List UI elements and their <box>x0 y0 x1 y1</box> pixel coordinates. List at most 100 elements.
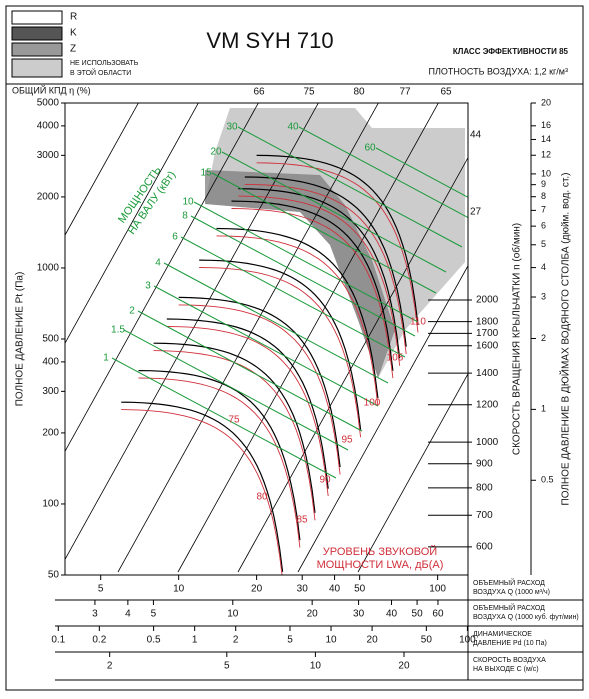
rpm-tick-label: 600 <box>476 541 493 552</box>
fan-curve <box>256 154 419 326</box>
noise-curve <box>178 304 341 475</box>
noise-curve <box>256 162 419 333</box>
x-axis-label: ДАВЛЕНИЕ Pd (10 Па) <box>473 640 547 647</box>
power-line <box>193 201 419 323</box>
x-tick-label: 20 <box>307 609 319 620</box>
x-tick-label: 3 <box>92 609 98 620</box>
noise-curve <box>166 326 329 497</box>
inch-axis-label: ПОЛНОЕ ДАВЛЕНИЕ В ДЮЙМАХ ВОДЯНОГО СТОЛБА… <box>559 173 572 506</box>
x-axis-label: ВОЗДУХА Q (1000 м³/ч) <box>473 589 550 596</box>
system-line <box>237 156 468 573</box>
x-tick-label: 0.2 <box>92 635 106 646</box>
inch-tick-label: 12 <box>541 150 551 160</box>
outlet-mark: 27 <box>470 207 482 218</box>
noise-label: 80 <box>256 492 268 503</box>
inch-tick-label: 7 <box>541 205 546 215</box>
inch-tick-label: 14 <box>541 134 551 144</box>
system-line <box>65 103 139 236</box>
fan-curve <box>244 176 407 347</box>
x-tick-label: 20 <box>367 635 379 646</box>
noise-curve <box>121 409 283 575</box>
rpm-tick-label: 1700 <box>476 328 499 339</box>
inch-tick-label: 6 <box>541 221 546 231</box>
x-tick-label: 2 <box>233 635 239 646</box>
x-tick-label: 5 <box>287 635 293 646</box>
fan-curve <box>231 200 394 371</box>
legend-swatch <box>11 42 63 57</box>
y-tick-label: 1000 <box>37 263 60 274</box>
legend-swatch <box>11 26 63 41</box>
x-tick-label: 40 <box>329 584 341 595</box>
x-tick-label: 60 <box>432 609 444 620</box>
fan-curve <box>166 318 329 489</box>
rpm-tick-label: 1600 <box>476 340 499 351</box>
x-axis-label: ОБЪЕМНЫЙ РАСХОД <box>473 578 545 587</box>
system-line <box>117 103 379 573</box>
power-line <box>237 126 463 248</box>
inch-tick-label: 5 <box>541 239 546 249</box>
rpm-tick-label: 1400 <box>476 368 499 379</box>
inch-tick-label: 20 <box>541 97 551 107</box>
fan-curve <box>199 259 362 430</box>
noise-title: МОЩНОСТИ LWA, дБ(А) <box>317 559 444 571</box>
x-axis-label: ВОЗДУХА Q (1000 куб. фут/мин) <box>473 613 579 621</box>
x-axis-label: ДИНАМИЧЕСКОЕ <box>473 631 532 638</box>
inch-tick-label: 10 <box>541 168 551 178</box>
inch-tick-label: 0.5 <box>541 475 554 485</box>
noise-curve <box>231 208 394 379</box>
power-label: 1 <box>103 353 109 364</box>
x-axis-label: НА ВЫХОДЕ C (м/с) <box>473 666 539 673</box>
x-tick-label: 30 <box>353 609 365 620</box>
noise-curve <box>138 377 301 548</box>
x-axis-label: ОБЪЕМНЫЙ РАСХОД <box>473 603 545 612</box>
fan-curve <box>153 342 316 513</box>
power-label: 8 <box>182 211 188 222</box>
rpm-tick-label: 800 <box>476 483 493 494</box>
y-tick-label: 3000 <box>37 150 60 161</box>
noise-label: 75 <box>228 415 240 426</box>
x-tick-label: 20 <box>398 661 410 672</box>
x-tick-label: 2 <box>107 661 113 672</box>
x-tick-label: 10 <box>310 661 322 672</box>
noise-label: 105 <box>387 353 404 364</box>
x-tick-label: 50 <box>421 635 433 646</box>
x-tick-label: 20 <box>251 584 263 595</box>
legend-label: НЕ ИСПОЛЬЗОВАТЬ <box>70 60 139 67</box>
noise-title: УРОВЕНЬ ЗВУКОВОЙ <box>323 545 437 558</box>
y-tick-label: 300 <box>42 386 59 397</box>
noise-label: 110 <box>410 317 426 328</box>
x-tick-label: 30 <box>297 584 309 595</box>
x-tick-label: 100 <box>429 584 446 595</box>
y-tick-label: 4000 <box>37 121 60 132</box>
power-line <box>375 147 468 198</box>
legend-label: K <box>70 28 77 39</box>
system-line <box>65 103 319 561</box>
efficiency-label: 65 <box>440 87 452 98</box>
power-label: 60 <box>364 143 376 154</box>
inch-tick-label: 9 <box>541 179 546 189</box>
x-tick-label: 1 <box>192 635 198 646</box>
x-tick-label: 4 <box>125 609 131 620</box>
noise-curve <box>238 195 401 366</box>
inch-tick-label: 8 <box>541 191 546 201</box>
power-label: 30 <box>226 122 238 133</box>
power-label: 40 <box>287 122 299 133</box>
fan-curve <box>121 401 284 572</box>
x-tick-label: 10 <box>227 609 239 620</box>
outlet-mark: 44 <box>470 130 482 141</box>
noise-curve <box>244 183 407 355</box>
inch-tick-label: 2 <box>541 333 546 343</box>
power-label: 3 <box>145 281 151 292</box>
rpm-tick-label: 2000 <box>476 295 499 306</box>
x-tick-label: 10 <box>325 635 337 646</box>
system-line <box>357 373 468 573</box>
power-line <box>221 151 447 273</box>
x-tick-label: 5 <box>98 584 104 595</box>
rpm-tick-label: 1000 <box>476 437 499 448</box>
fan-curve <box>138 370 301 541</box>
power-label: 10 <box>182 197 194 208</box>
x-tick-label: 50 <box>354 584 366 595</box>
x-tick-label: 10 <box>173 584 185 595</box>
power-line <box>190 215 416 337</box>
